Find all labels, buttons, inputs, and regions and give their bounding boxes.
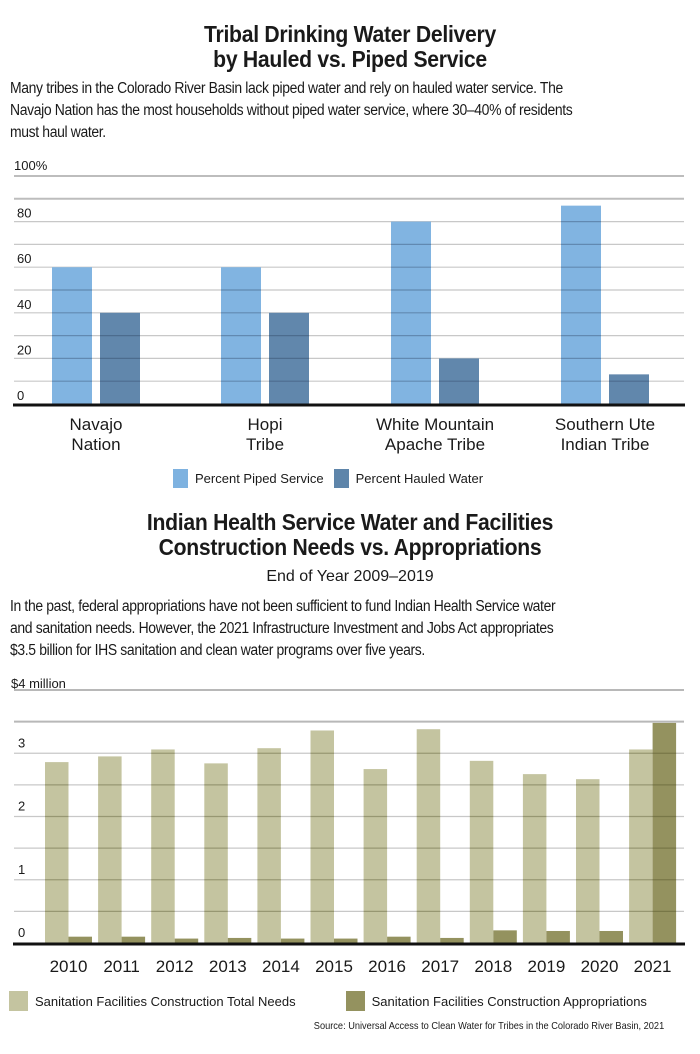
year-label: 2020 [581, 957, 619, 976]
bar-hauled [269, 312, 309, 404]
bar-total-needs [363, 769, 388, 943]
chart2-title: Indian Health Service Water and Faciliti… [28, 510, 672, 560]
y-tick-label: 100% [14, 158, 48, 173]
category-label: Southern Ute [555, 415, 655, 434]
category-label: Tribe [246, 435, 284, 454]
bar-total-needs [257, 748, 281, 943]
chart2-title-line1: Indian Health Service Water and Faciliti… [146, 509, 554, 535]
category-label: Hopi [248, 415, 283, 434]
bar-hauled [100, 312, 140, 404]
bar-appropriations [546, 930, 570, 943]
legend-swatch-needs [9, 991, 28, 1011]
y-tick-label: 2 [18, 799, 25, 814]
y-tick-label: 40 [17, 297, 31, 312]
bar-piped [391, 221, 431, 404]
bar-piped [221, 267, 261, 404]
chart1-description-line: must haul water. [10, 124, 106, 141]
legend-swatch-hauled [333, 469, 349, 488]
legend-label-needs: Sanitation Facilities Construction Total… [35, 993, 296, 1009]
chart2-legend: Sanitation Facilities Construction Total… [9, 991, 699, 1011]
category-label: Navajo [70, 415, 123, 434]
bar-total-needs [522, 774, 547, 943]
y-tick-label: 0 [18, 925, 25, 940]
bar-total-needs [310, 730, 334, 943]
y-tick-label: 0 [17, 388, 24, 403]
y-tick-label: $4 million [11, 676, 66, 691]
chart1-description-line: Many tribes in the Colorado River Basin … [10, 80, 563, 97]
bar-total-needs [204, 763, 228, 943]
category-label: Nation [71, 435, 120, 454]
y-tick-label: 20 [17, 342, 31, 357]
year-label: 2014 [262, 957, 300, 976]
category-label: White Mountain [376, 415, 494, 434]
bar-total-needs [469, 760, 494, 943]
chart2-description-line: In the past, federal appropriations have… [10, 598, 556, 615]
bar-appropriations [493, 930, 517, 943]
year-label: 2016 [368, 957, 406, 976]
bar-appropriations [652, 722, 677, 943]
bar-hauled [439, 358, 479, 404]
year-label: 2021 [634, 957, 672, 976]
bar-appropriations [227, 937, 252, 943]
bar-total-needs [416, 729, 441, 943]
bar-appropriations [599, 930, 623, 943]
bar-appropriations [280, 938, 305, 943]
chart2-description-line: $3.5 billion for IHS sanitation and clea… [10, 642, 425, 659]
legend-label-hauled: Percent Hauled Water [355, 471, 484, 486]
bar-total-needs [576, 779, 600, 943]
chart2-subtitle: End of Year 2009–2019 [266, 568, 434, 585]
legend-label-piped: Percent Piped Service [195, 471, 324, 486]
bar-appropriations [174, 938, 199, 943]
bar-appropriations [68, 936, 92, 943]
y-tick-label: 3 [18, 735, 25, 750]
legend-label-appropriations: Sanitation Facilities Construction Appro… [371, 993, 647, 1009]
year-label: 2019 [527, 957, 565, 976]
bar-total-needs [98, 756, 122, 943]
bar-piped [52, 267, 92, 404]
category-label: Indian Tribe [561, 435, 650, 454]
chart2-title-line2: Construction Needs vs. Appropriations [158, 534, 542, 560]
bar-total-needs [629, 749, 653, 943]
chart1-title-line2: by Hauled vs. Piped Service [213, 46, 487, 72]
year-label: 2013 [209, 957, 247, 976]
year-label: 2010 [50, 957, 88, 976]
year-label: 2011 [103, 957, 140, 976]
y-tick-label: 60 [17, 251, 31, 266]
bar-appropriations [440, 937, 464, 943]
year-label: 2018 [474, 957, 512, 976]
bar-appropriations [334, 938, 358, 943]
chart2-description-line: and sanitation needs. However, the 2021 … [10, 620, 554, 637]
bar-piped [561, 205, 601, 404]
legend-swatch-appropriations [345, 991, 365, 1011]
bar-total-needs [151, 749, 175, 943]
year-label: 2017 [421, 957, 459, 976]
y-tick-label: 1 [18, 862, 25, 877]
bar-total-needs [45, 762, 69, 943]
category-label: Apache Tribe [385, 435, 485, 454]
source-note: Source: Universal Access to Clean Water … [313, 1020, 664, 1032]
year-label: 2015 [315, 957, 353, 976]
chart1-description-line: Navajo Nation has the most households wi… [10, 102, 573, 119]
year-label: 2012 [156, 957, 194, 976]
bar-appropriations [387, 936, 411, 943]
chart1-title: Tribal Drinking Water Delivery by Hauled… [28, 22, 672, 72]
bar-hauled [609, 374, 649, 404]
chart1-description: Many tribes in the Colorado River Basin … [10, 78, 631, 144]
legend-swatch-piped [173, 469, 188, 488]
y-tick-label: 80 [17, 206, 31, 221]
bar-appropriations [121, 936, 146, 943]
chart1-title-line1: Tribal Drinking Water Delivery [204, 21, 496, 47]
chart2-description: In the past, federal appropriations have… [10, 596, 631, 662]
chart1-legend: Percent Piped Service Percent Hauled Wat… [173, 469, 483, 488]
